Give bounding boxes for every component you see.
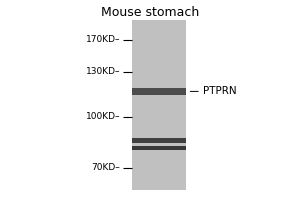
Text: 100KD–: 100KD– bbox=[85, 112, 120, 121]
Bar bbox=[132, 20, 186, 190]
Bar bbox=[132, 138, 186, 143]
Text: 130KD–: 130KD– bbox=[85, 67, 120, 76]
Text: 70KD–: 70KD– bbox=[91, 163, 120, 172]
Text: Mouse stomach: Mouse stomach bbox=[101, 6, 199, 19]
Text: PTPRN: PTPRN bbox=[202, 86, 236, 96]
Bar bbox=[132, 88, 186, 95]
Bar bbox=[132, 146, 186, 150]
Text: 170KD–: 170KD– bbox=[85, 35, 120, 44]
